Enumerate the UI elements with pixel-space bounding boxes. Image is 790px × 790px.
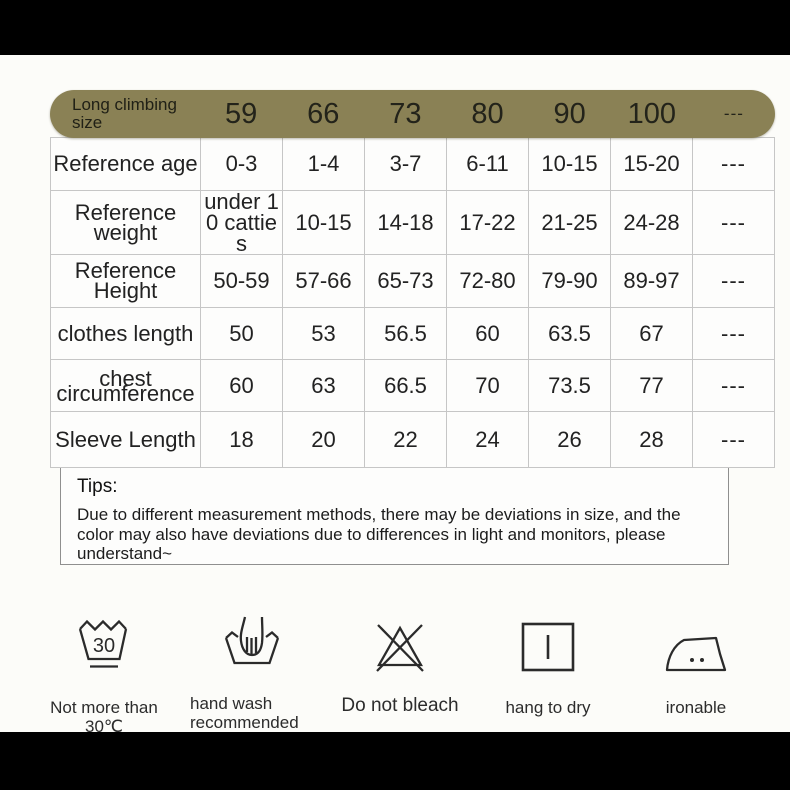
row-label: Reference age — [50, 137, 201, 191]
table-cell: 24-28 — [610, 190, 693, 255]
table-cell: --- — [692, 307, 775, 360]
table-cell: 60 — [200, 359, 283, 412]
table-cell: --- — [692, 254, 775, 308]
table-cell: 1-4 — [282, 137, 365, 191]
bottom-black-band — [0, 732, 790, 790]
size-value: 90 — [553, 97, 586, 130]
table-cell: 28 — [610, 411, 693, 468]
table-cell: 26 — [528, 411, 611, 468]
hand-wash-icon — [178, 602, 326, 674]
care-item-ironable: ironable — [622, 602, 770, 736]
size-value: 80 — [471, 97, 504, 130]
table-cell: 67 — [610, 307, 693, 360]
table-cell: 17-22 — [446, 190, 529, 255]
do-not-bleach-icon — [326, 602, 474, 674]
care-label: Not more than 30℃ — [50, 698, 158, 736]
table-cell: 50-59 — [200, 254, 283, 308]
table-cell: 24 — [446, 411, 529, 468]
size-table: Reference age 0-3 1-4 3-7 6-11 10-15 15-… — [50, 137, 775, 468]
size-value: 59 — [224, 97, 258, 130]
table-row: Reference age 0-3 1-4 3-7 6-11 10-15 15-… — [50, 137, 775, 191]
table-cell: 21-25 — [528, 190, 611, 255]
table-cell: 89-97 — [610, 254, 693, 308]
table-cell: 0-3 — [200, 137, 283, 191]
hang-to-dry-icon — [474, 602, 622, 674]
row-label: Reference weight — [50, 190, 201, 255]
tips-body: Due to different measurement methods, th… — [77, 505, 681, 563]
table-cell: 15-20 — [610, 137, 693, 191]
table-cell: --- — [692, 137, 775, 191]
top-black-band — [0, 0, 790, 55]
table-cell: 60 — [446, 307, 529, 360]
wash-30-icon: 30 — [30, 602, 178, 674]
table-cell: 10-15 — [528, 137, 611, 191]
row-label: Reference Height — [50, 254, 201, 308]
table-cell: --- — [692, 411, 775, 468]
table-cell: 73.5 — [528, 359, 611, 412]
table-cell: 6-11 — [446, 137, 529, 191]
care-label: Do not bleach — [341, 695, 459, 716]
size-header-label: Long climbing size — [72, 94, 177, 132]
care-label: hand wash recommended — [190, 694, 299, 732]
tips-box: Tips: Due to different measurement metho… — [60, 466, 729, 565]
svg-text:30: 30 — [93, 635, 115, 657]
table-cell: 77 — [610, 359, 693, 412]
table-cell: --- — [692, 359, 775, 412]
table-row: Sleeve Length 18 20 22 24 26 28 --- — [50, 411, 775, 468]
row-label: Sleeve Length — [50, 411, 201, 468]
table-cell: 79-90 — [528, 254, 611, 308]
care-item-hand-wash: hand wash recommended — [178, 602, 326, 736]
table-row: clothes length 50 53 56.5 60 63.5 67 --- — [50, 307, 775, 360]
table-cell: 10-15 — [282, 190, 365, 255]
table-row: Reference Height 50-59 57-66 65-73 72-80… — [50, 254, 775, 308]
care-item-do-not-bleach: Do not bleach — [326, 602, 474, 736]
table-row: chest circumference 60 63 66.5 70 73.5 7… — [50, 359, 775, 412]
table-cell: 14-18 — [364, 190, 447, 255]
care-item-hang-to-dry: hang to dry — [474, 602, 622, 736]
table-cell: under 10 catties — [200, 190, 283, 255]
table-cell: 72-80 — [446, 254, 529, 308]
table-cell: 66.5 — [364, 359, 447, 412]
care-instructions: 30 Not more than 30℃ hand wash recommend… — [30, 602, 770, 736]
size-table-header: Long climbing size 59 66 73 80 90 100 --… — [50, 90, 775, 138]
size-value: --- — [723, 104, 744, 123]
size-value: 100 — [627, 97, 676, 130]
table-cell: 70 — [446, 359, 529, 412]
table-cell: 53 — [282, 307, 365, 360]
table-cell: 50 — [200, 307, 283, 360]
tips-title: Tips: — [77, 476, 118, 497]
care-item-wash-30: 30 Not more than 30℃ — [30, 602, 178, 736]
table-cell: 22 — [364, 411, 447, 468]
table-cell: 65-73 — [364, 254, 447, 308]
care-label: hang to dry — [505, 698, 591, 717]
size-value: 66 — [307, 97, 340, 130]
care-label: ironable — [665, 698, 727, 717]
table-cell: 63.5 — [528, 307, 611, 360]
table-row: Reference weight under 10 catties 10-15 … — [50, 190, 775, 255]
row-label: chest circumference — [50, 359, 201, 412]
iron-icon — [622, 602, 770, 674]
size-value: 73 — [389, 97, 422, 130]
row-label: clothes length — [50, 307, 201, 360]
table-cell: 3-7 — [364, 137, 447, 191]
table-cell: 63 — [282, 359, 365, 412]
table-cell: 57-66 — [282, 254, 365, 308]
table-cell: 20 — [282, 411, 365, 468]
table-cell: 18 — [200, 411, 283, 468]
table-cell: --- — [692, 190, 775, 255]
table-cell: 56.5 — [364, 307, 447, 360]
